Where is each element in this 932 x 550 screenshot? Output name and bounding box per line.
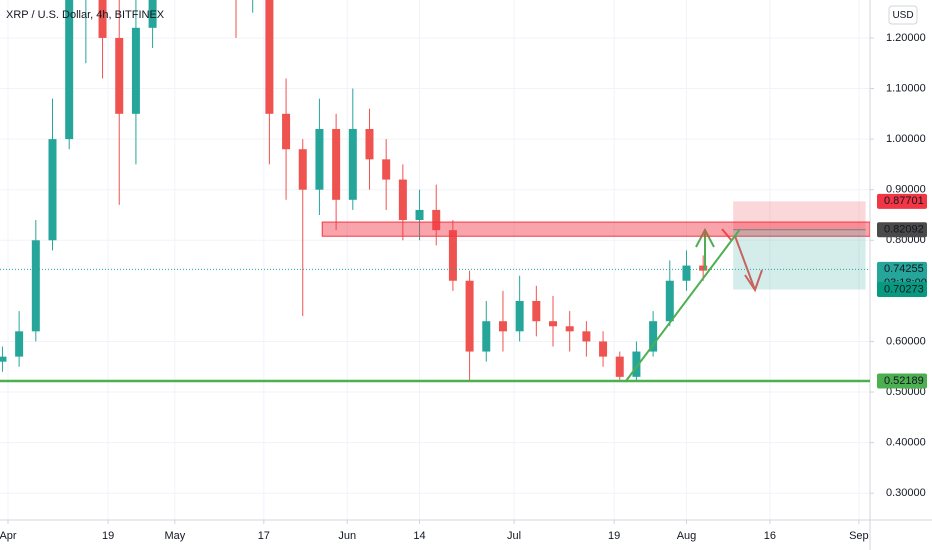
- candle-body: [432, 209, 441, 231]
- y-tick-label: 1.00000: [886, 133, 926, 145]
- y-tick-label: 0.30000: [886, 487, 926, 499]
- x-tick-label: Jul: [507, 530, 521, 542]
- candle-body: [599, 341, 608, 357]
- candle-body: [365, 128, 374, 160]
- candle-body: [498, 321, 507, 332]
- candle-body: [0, 356, 7, 362]
- candle-body: [265, 0, 274, 114]
- trendline: [624, 229, 741, 383]
- y-tick-label: 1.20000: [886, 32, 926, 44]
- candle-body: [298, 149, 307, 190]
- down-arrow-head: [744, 269, 763, 293]
- candle-body: [649, 321, 658, 352]
- candle-body: [448, 230, 457, 281]
- candle-body: [148, 0, 157, 28]
- drawings: [0, 201, 870, 383]
- candle-body: [699, 265, 708, 271]
- price-label: 0.70273: [884, 283, 924, 295]
- price-label-box: [877, 193, 927, 209]
- y-tick-label: 0.60000: [886, 335, 926, 347]
- candle-body: [31, 240, 40, 332]
- grid: [0, 0, 870, 520]
- candle-body: [348, 128, 357, 200]
- position-target: [733, 201, 866, 230]
- candle-body: [398, 179, 407, 221]
- x-tick-label: Apr: [0, 530, 17, 542]
- resistance-zone: [321, 221, 870, 237]
- x-tick-label: 19: [102, 530, 114, 542]
- x-tick-label: May: [164, 530, 185, 542]
- x-tick-label: Aug: [677, 530, 697, 542]
- candle-body: [632, 351, 641, 377]
- candle-body: [682, 265, 691, 281]
- y-tick-label: 0.90000: [886, 184, 926, 196]
- price-label: 0.87701: [884, 195, 924, 207]
- chart-title: XRP / U.S. Dollar, 4h, BITFINEX: [6, 9, 165, 21]
- candle-body: [15, 331, 24, 357]
- x-tick-label: 19: [608, 530, 620, 542]
- down-arrow: [734, 235, 756, 291]
- candle-body: [565, 326, 574, 332]
- candle-body: [382, 159, 391, 180]
- candle-body: [98, 0, 107, 38]
- candle-body: [665, 280, 674, 322]
- red-tick: [721, 228, 733, 242]
- candle-body: [48, 139, 57, 241]
- candle-body: [315, 128, 324, 190]
- candle-body: [482, 321, 491, 352]
- candle-body: [549, 321, 558, 327]
- price-label: 0.74255: [884, 263, 924, 275]
- x-tick-label: Sep: [849, 530, 869, 542]
- position-stop: [733, 229, 866, 290]
- candle-body: [532, 300, 541, 322]
- x-tick-label: Jun: [338, 530, 356, 542]
- candle-body: [332, 128, 341, 200]
- up-arrow-head: [695, 227, 715, 248]
- y-tick-label: 1.10000: [886, 82, 926, 94]
- price-label: 0.82092: [884, 224, 924, 236]
- x-tick-label: 14: [413, 530, 425, 542]
- axis-labels: 1.200001.100001.000000.900000.800000.600…: [0, 32, 927, 542]
- candle-body: [282, 113, 291, 150]
- candle-body: [115, 37, 124, 114]
- plot-area: [0, 0, 708, 382]
- currency-button[interactable]: [888, 5, 918, 25]
- currency-label[interactable]: USD: [892, 10, 913, 21]
- candle-body: [615, 356, 624, 377]
- y-tick-label: 0.50000: [886, 386, 926, 398]
- price-label-box: [877, 222, 927, 238]
- candle-body: [465, 280, 474, 352]
- price-label-box: [877, 373, 927, 389]
- price-label: 0.52189: [884, 375, 924, 387]
- x-tick-label: 17: [258, 530, 270, 542]
- candle-body: [515, 300, 524, 332]
- price-label-box: [877, 281, 927, 297]
- candle-body: [415, 209, 424, 221]
- candle-body: [582, 331, 591, 342]
- candle-body: [131, 27, 140, 114]
- candle-body: [65, 0, 74, 140]
- y-tick-label: 0.40000: [886, 437, 926, 449]
- x-tick-label: 16: [764, 530, 776, 542]
